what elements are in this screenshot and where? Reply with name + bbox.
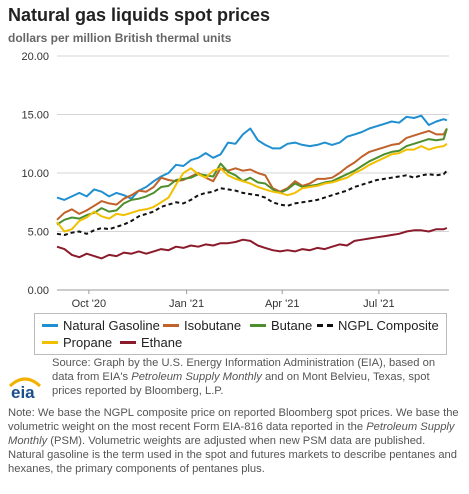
legend-swatch [120, 341, 136, 344]
source-text: Source: Graph by the U.S. Energy Informa… [52, 356, 457, 398]
series-line-isobutane [56, 128, 448, 221]
series-line-natural-gasoline [56, 114, 448, 201]
source-suffix: and on Mont Belvieu, Texas, spot prices … [52, 371, 430, 397]
y-tick-label: 20.00 [21, 51, 49, 63]
legend-swatch [250, 324, 266, 327]
legend-label: Propane [63, 335, 113, 350]
note-text: Note: We base the NGPL composite price o… [8, 406, 463, 476]
x-tick-label: Oct '20 [72, 298, 107, 310]
line-chart: 0.00 5.00 10.00 15.00 20.00 Oct '20 Jan '21 Apr… [21, 51, 449, 310]
legend-label: NGPL Composite [338, 318, 439, 333]
x-tick-label: Jan '21 [169, 298, 204, 310]
series-line-butane [56, 128, 448, 226]
legend-item-ethane: Ethane [120, 335, 182, 350]
legend-item-natural-gasoline: Natural Gasoline [42, 318, 160, 333]
y-tick-label: 0.00 [28, 285, 49, 297]
legend-label: Ethane [141, 335, 183, 350]
legend-item-butane: Butane [250, 318, 312, 333]
y-tick-label: 15.00 [21, 110, 49, 122]
legend-label: Isobutane [184, 318, 242, 333]
chart-legend: Natural Gasoline Isobutane Butane NGPL C… [34, 313, 447, 355]
eia-logo-text: eia [11, 383, 35, 400]
series-line-propane [56, 142, 448, 233]
x-tick-label: Apr '21 [265, 298, 300, 310]
source-prefix: Source: Graph by the U.S. Energy Informa… [52, 357, 436, 383]
series-line-ethane [56, 227, 448, 260]
legend-item-ngpl-composite: NGPL Composite [317, 318, 439, 333]
legend-swatch [42, 341, 58, 344]
source-publication: Petroleum Supply Monthly [131, 371, 262, 383]
legend-swatch [317, 324, 333, 327]
series-line-ngpl-composite [56, 170, 448, 236]
note-publication: Petroleum Supply Monthly [8, 421, 455, 447]
note-part-2: (PSM). Volumetric weights are adjusted w… [8, 435, 458, 475]
x-tick-label: Jul '21 [363, 298, 394, 310]
eia-logo: eia [8, 377, 42, 400]
chart-subtitle: dollars per million British thermal unit… [8, 31, 232, 45]
legend-label: Butane [271, 318, 313, 333]
y-tick-label: 10.00 [21, 168, 49, 180]
note-part-1: Note: We base the NGPL composite price o… [8, 407, 459, 433]
y-tick-label: 5.00 [28, 227, 49, 239]
legend-swatch [163, 324, 179, 327]
legend-swatch [42, 324, 58, 327]
legend-label: Natural Gasoline [63, 318, 160, 333]
legend-item-isobutane: Isobutane [163, 318, 241, 333]
chart-title: Natural gas liquids spot prices [8, 5, 271, 25]
legend-item-propane: Propane [42, 335, 112, 350]
